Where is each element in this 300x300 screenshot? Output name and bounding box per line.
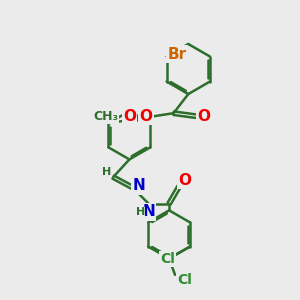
Text: H: H [136,207,145,217]
Text: O: O [197,109,210,124]
Text: N: N [142,204,155,219]
Text: Br: Br [167,47,187,62]
Text: O: O [178,173,191,188]
Text: N: N [132,178,145,194]
Text: O: O [123,109,136,124]
Text: O: O [140,109,153,124]
Text: CH₃: CH₃ [93,110,118,123]
Text: Cl: Cl [177,273,192,287]
Text: Cl: Cl [160,252,175,266]
Text: H: H [102,167,111,177]
